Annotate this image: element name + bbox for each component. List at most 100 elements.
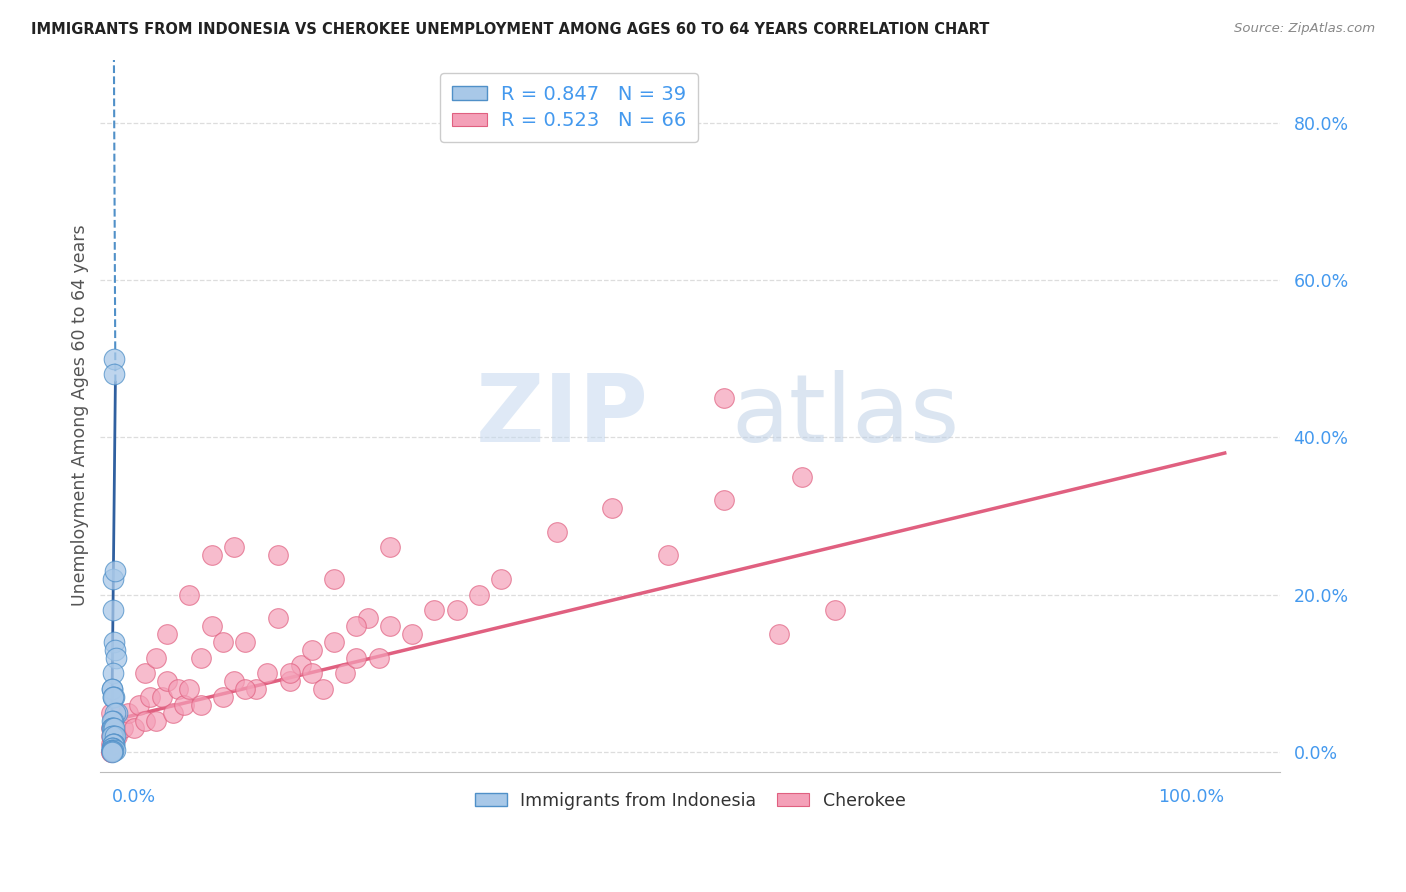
- Point: [546, 524, 568, 539]
- Point: [367, 650, 389, 665]
- Point: [211, 635, 233, 649]
- Point: [128, 698, 150, 712]
- Point: [100, 745, 122, 759]
- Point: [233, 682, 256, 697]
- Point: [768, 627, 790, 641]
- Point: [356, 611, 378, 625]
- Y-axis label: Unemployment Among Ages 60 to 64 years: Unemployment Among Ages 60 to 64 years: [72, 225, 89, 607]
- Point: [190, 650, 212, 665]
- Point: [145, 714, 167, 728]
- Point: [100, 744, 122, 758]
- Point: [290, 658, 312, 673]
- Point: [111, 722, 134, 736]
- Point: [335, 666, 357, 681]
- Point: [446, 603, 468, 617]
- Text: atlas: atlas: [731, 369, 960, 462]
- Point: [100, 745, 122, 759]
- Point: [790, 469, 813, 483]
- Point: [101, 603, 124, 617]
- Point: [256, 666, 278, 681]
- Point: [602, 501, 624, 516]
- Text: 0.0%: 0.0%: [111, 788, 156, 805]
- Point: [103, 690, 125, 704]
- Point: [179, 682, 201, 697]
- Point: [104, 706, 127, 720]
- Point: [100, 741, 122, 756]
- Point: [267, 611, 290, 625]
- Point: [162, 706, 184, 720]
- Point: [104, 729, 127, 743]
- Point: [122, 722, 145, 736]
- Point: [105, 706, 128, 720]
- Point: [344, 619, 367, 633]
- Point: [378, 541, 401, 555]
- Point: [167, 682, 190, 697]
- Point: [101, 737, 124, 751]
- Point: [101, 714, 124, 728]
- Point: [101, 729, 124, 743]
- Point: [101, 737, 124, 751]
- Point: [101, 690, 124, 704]
- Point: [100, 714, 122, 728]
- Point: [278, 674, 301, 689]
- Point: [222, 541, 245, 555]
- Point: [267, 549, 290, 563]
- Point: [100, 741, 122, 756]
- Point: [312, 682, 335, 697]
- Text: Source: ZipAtlas.com: Source: ZipAtlas.com: [1234, 22, 1375, 36]
- Point: [103, 635, 125, 649]
- Point: [101, 666, 124, 681]
- Point: [145, 650, 167, 665]
- Point: [156, 674, 179, 689]
- Point: [301, 666, 323, 681]
- Point: [713, 391, 735, 405]
- Point: [100, 729, 122, 743]
- Point: [245, 682, 267, 697]
- Point: [100, 722, 122, 736]
- Point: [101, 741, 124, 756]
- Point: [101, 690, 124, 704]
- Point: [323, 635, 346, 649]
- Point: [190, 698, 212, 712]
- Point: [222, 674, 245, 689]
- Point: [100, 742, 122, 756]
- Point: [401, 627, 423, 641]
- Point: [100, 745, 122, 759]
- Point: [150, 690, 173, 704]
- Point: [201, 549, 224, 563]
- Point: [104, 564, 127, 578]
- Point: [233, 635, 256, 649]
- Point: [100, 737, 122, 751]
- Point: [468, 588, 491, 602]
- Point: [103, 737, 125, 751]
- Point: [323, 572, 346, 586]
- Point: [103, 368, 125, 382]
- Point: [104, 650, 127, 665]
- Point: [104, 743, 127, 757]
- Point: [100, 729, 122, 743]
- Text: 100.0%: 100.0%: [1159, 788, 1225, 805]
- Point: [156, 627, 179, 641]
- Point: [179, 588, 201, 602]
- Point: [139, 690, 162, 704]
- Point: [100, 722, 122, 736]
- Point: [100, 706, 122, 720]
- Point: [101, 572, 124, 586]
- Point: [211, 690, 233, 704]
- Point: [134, 666, 156, 681]
- Point: [103, 737, 125, 751]
- Point: [103, 722, 125, 736]
- Point: [344, 650, 367, 665]
- Legend: Immigrants from Indonesia, Cherokee: Immigrants from Indonesia, Cherokee: [468, 785, 912, 816]
- Point: [100, 722, 122, 736]
- Point: [201, 619, 224, 633]
- Text: ZIP: ZIP: [477, 369, 650, 462]
- Point: [100, 682, 122, 697]
- Point: [713, 493, 735, 508]
- Point: [117, 706, 139, 720]
- Point: [278, 666, 301, 681]
- Point: [301, 642, 323, 657]
- Point: [657, 549, 679, 563]
- Point: [100, 742, 122, 756]
- Point: [103, 351, 125, 366]
